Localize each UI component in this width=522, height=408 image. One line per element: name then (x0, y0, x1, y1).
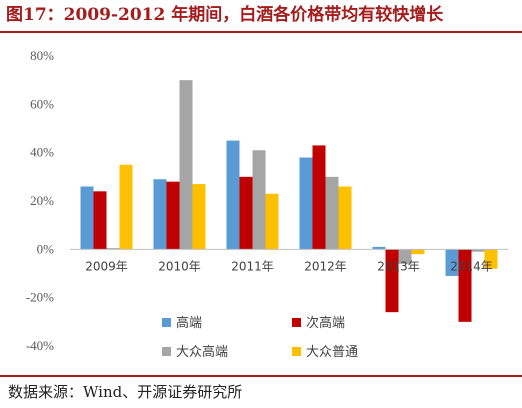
legend-swatch (162, 347, 171, 356)
y-tick-label: 80% (30, 48, 54, 63)
legend-swatch (162, 318, 171, 327)
x-tick-label: 2010年 (158, 259, 201, 273)
y-tick-label: -40% (26, 338, 54, 353)
figure-title: 图17：2009-2012 年期间，白酒各价格带均有较快增长 (6, 5, 444, 25)
y-tick-label: 20% (30, 193, 54, 208)
y-axis: -40% -20% 0% 20% 40% 60% 80% (26, 48, 54, 353)
bar (93, 191, 107, 250)
x-tick-label: 2014年 (450, 259, 493, 273)
bar (106, 248, 120, 250)
bar (338, 186, 352, 250)
x-axis: 2009年 2010年 2011年 2012年 2013年 2014年 (85, 259, 493, 273)
x-tick-label: 2011年 (231, 259, 274, 273)
legend-swatch (292, 347, 301, 356)
bar (265, 193, 279, 250)
bar (252, 150, 266, 250)
bar (239, 176, 253, 250)
title-rule (0, 31, 522, 33)
y-tick-label: -20% (26, 290, 54, 305)
legend-label: 大众高端 (176, 344, 228, 360)
bar (445, 249, 459, 276)
bar (192, 184, 206, 250)
bar (312, 145, 326, 250)
bar (484, 249, 498, 269)
y-tick-label: 40% (30, 145, 54, 160)
bar (80, 186, 94, 250)
legend-label: 大众普通 (306, 345, 358, 360)
bar (325, 176, 339, 250)
bar (166, 181, 180, 250)
legend-label: 次高端 (306, 315, 345, 331)
bar (372, 246, 386, 250)
bar (398, 249, 412, 264)
x-tick-label: 2012年 (304, 259, 347, 273)
y-tick-label: 0% (37, 241, 55, 256)
bar (471, 249, 485, 252)
bar (385, 249, 399, 313)
bar (119, 164, 133, 250)
legend-label: 高端 (176, 315, 202, 331)
bar (299, 157, 313, 250)
bar (179, 80, 193, 250)
bar (153, 179, 167, 250)
bar (411, 249, 425, 255)
legend-swatch (292, 318, 301, 327)
x-tick-label: 2009年 (85, 259, 128, 273)
bar (458, 249, 472, 322)
y-tick-label: 60% (30, 96, 54, 111)
bar (226, 140, 240, 250)
x-tick-label: 2013年 (377, 259, 420, 273)
bar-chart: -40%-20%0%20%40%60%80% 2009年 2010年 2011年 20… (26, 48, 508, 360)
source-note: 数据来源：Wind、开源证券研究所 (8, 383, 243, 401)
bottom-rule (0, 375, 522, 377)
bars (80, 80, 498, 322)
